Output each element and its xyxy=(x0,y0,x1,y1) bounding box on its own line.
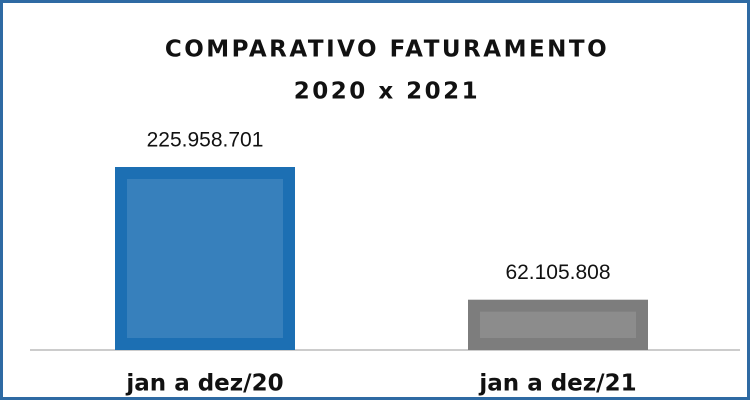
chart-title: 2020 x 2021 xyxy=(294,79,480,105)
x-tick-label: jan a dez/21 xyxy=(478,371,636,397)
value-label: 225.958.701 xyxy=(147,129,264,152)
bar-bevel xyxy=(480,311,636,338)
bar xyxy=(468,299,648,350)
bar xyxy=(115,167,295,350)
bar-bevel xyxy=(127,179,283,338)
chart-title: COMPARATIVO FATURAMENTO xyxy=(165,37,609,63)
value-label: 62.105.808 xyxy=(505,261,610,284)
x-tick-label: jan a dez/20 xyxy=(125,371,283,397)
